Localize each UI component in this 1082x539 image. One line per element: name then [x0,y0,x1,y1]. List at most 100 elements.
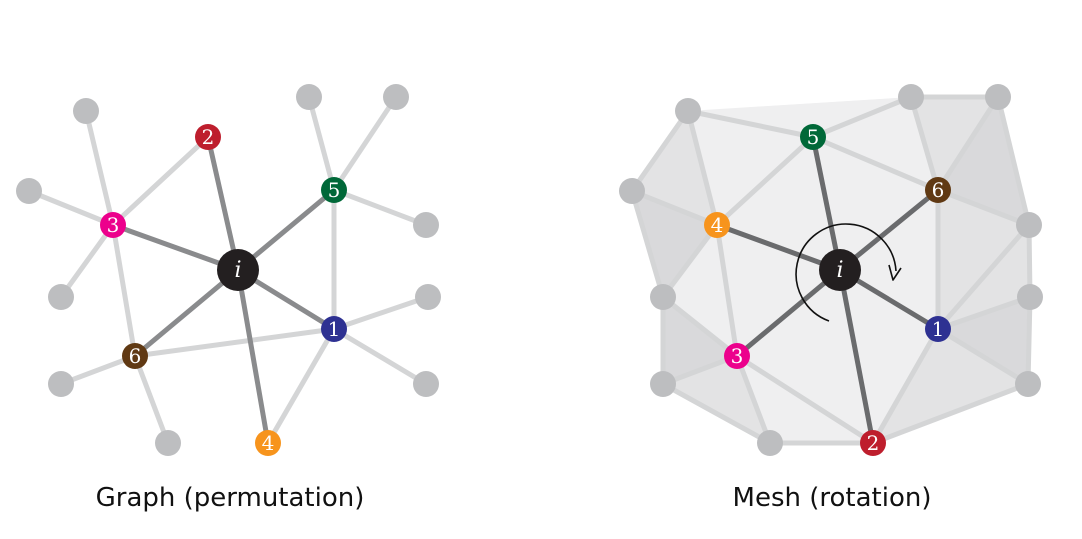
edge [629,188,720,228]
mesh-face [688,111,813,225]
gray-node [1017,284,1043,310]
gray-node [48,284,74,310]
center-edge [714,222,843,273]
center-edge [837,187,941,273]
gray-node [898,84,924,110]
neighbor-node-6 [925,177,951,203]
neighbor-label-1: 1 [932,317,945,341]
edge [660,353,740,387]
mesh-face [688,97,911,137]
edge [685,108,816,140]
mesh-face [737,270,873,443]
gray-node [73,98,99,124]
edge [685,108,720,228]
edge [331,326,429,387]
neighbor-label-4: 4 [711,213,724,237]
neighbor-label-5: 5 [328,178,341,202]
neighbor-label-1: 1 [328,317,341,341]
neighbor-node-5 [800,124,826,150]
neighbor-node-5 [321,177,347,203]
edge [810,134,941,193]
edge [132,326,337,359]
center-edge [235,267,271,446]
edge [306,94,337,193]
center-edge [110,222,241,273]
edge [810,94,914,140]
neighbor-node-4 [255,430,281,456]
edge [995,94,1032,228]
mesh-face [840,270,938,443]
graph-panel: 1 2 3 4 5 6 i [16,84,441,456]
gray-node [1015,371,1041,397]
edge [714,134,816,228]
neighbor-node-1 [321,316,347,342]
neighbor-node-2 [195,124,221,150]
mesh-face [717,137,840,270]
edge [132,353,171,446]
edge [110,222,138,359]
gray-node [296,84,322,110]
edge [870,326,941,446]
edge [110,134,211,228]
gray-node [985,84,1011,110]
edge [935,187,1032,228]
center-node [217,249,259,291]
mesh-caption: Mesh (rotation) [733,483,932,513]
gray-node [1016,212,1042,238]
mesh-face [938,190,1029,329]
edge [26,188,116,228]
edge [1025,294,1033,387]
gray-node [155,430,181,456]
mesh-face [813,97,938,190]
center-node-label: i [234,258,241,283]
center-node [819,249,861,291]
edge [660,294,740,359]
center-edge [205,134,241,273]
center-edge [132,267,241,359]
mesh-face [663,225,737,356]
edge [58,353,138,387]
gray-node [383,84,409,110]
mesh-face [873,329,1028,443]
edge [660,222,720,300]
gray-node [413,371,439,397]
edge [331,294,431,332]
mesh-face [840,190,938,329]
graph-caption: Graph (permutation) [96,483,365,513]
counter-clockwise-arrow-icon [795,223,897,322]
neighbor-node-3 [724,343,750,369]
edge [629,108,691,194]
neighbor-node-6 [122,343,148,369]
gray-node [413,212,439,238]
edge [660,381,773,446]
edge [935,294,1033,332]
center-edge [837,267,876,446]
edge [935,94,1001,193]
center-edge [734,267,843,359]
edge [908,94,941,193]
neighbor-label-2: 2 [202,125,215,149]
neighbor-label-3: 3 [107,213,120,237]
edge [935,326,1031,387]
edge [870,381,1031,446]
neighbor-label-5: 5 [807,125,820,149]
edge [629,188,666,300]
edge [58,222,116,300]
edge [935,222,1032,332]
edge [331,187,429,228]
gray-node [619,178,645,204]
mesh-face [717,225,840,356]
neighbor-node-4 [704,212,730,238]
neighbor-label-6: 6 [129,344,142,368]
gray-node [675,98,701,124]
mesh-face [813,137,938,270]
center-node-label: i [836,258,843,283]
edge [265,326,337,446]
mesh-face [938,97,1029,225]
gray-node [650,371,676,397]
center-edge [810,134,843,273]
rotation-arrowhead-icon [888,264,902,281]
edge [714,222,740,359]
edge [734,353,876,446]
